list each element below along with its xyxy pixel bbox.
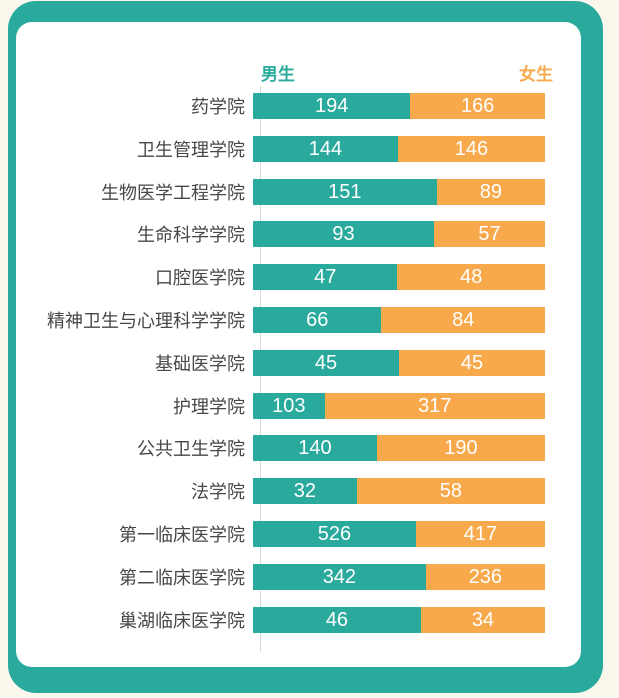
male-value: 47	[314, 266, 337, 289]
male-bar-segment: 140	[253, 435, 377, 462]
female-bar-segment: 45	[399, 349, 545, 376]
male-bar-segment: 151	[253, 178, 437, 205]
male-value: 151	[328, 180, 362, 203]
male-value: 32	[293, 480, 317, 503]
stacked-bar: 151 89	[253, 178, 545, 205]
male-bar-segment: 93	[253, 221, 435, 248]
female-bar-segment: 57	[434, 221, 545, 248]
category-label: 法学院	[191, 482, 245, 503]
chart-row: 卫生管理学院 144 146	[16, 135, 553, 162]
stacked-bar: 46 34	[253, 606, 545, 633]
female-bar-segment: 84	[381, 306, 545, 333]
legend-female-label: 女生	[519, 65, 553, 84]
stacked-bar: 32 58	[253, 478, 545, 505]
stacked-bar: 140 190	[253, 435, 545, 462]
female-value: 58	[439, 480, 463, 503]
chart-row: 护理学院 103 317	[16, 392, 553, 419]
female-value: 34	[471, 608, 495, 631]
chart-row: 公共卫生学院 140 190	[16, 435, 553, 462]
female-value: 190	[444, 437, 478, 460]
category-label: 第一临床医学院	[119, 524, 245, 545]
male-value: 46	[325, 608, 349, 631]
chart-row: 精神卫生与心理科学学院 66 84	[16, 306, 553, 333]
male-value: 342	[322, 565, 357, 588]
chart-card: 男生 女生 药学院 194 166	[16, 22, 581, 667]
chart-row: 第二临床医学院 342 236	[16, 563, 553, 590]
female-value: 89	[479, 180, 502, 203]
female-value: 417	[463, 522, 498, 545]
female-bar-segment: 166	[410, 93, 545, 119]
female-value: 48	[460, 266, 483, 289]
category-label: 护理学院	[173, 396, 245, 417]
female-value: 166	[460, 95, 495, 117]
male-bar-segment: 342	[253, 563, 426, 590]
stacked-bar: 103 317	[253, 392, 545, 419]
female-bar-segment: 417	[415, 520, 545, 547]
stacked-bar: 194 166	[253, 93, 545, 119]
female-value: 236	[468, 565, 503, 588]
chart-row: 口腔医学院 47 48	[16, 264, 553, 291]
female-value: 146	[454, 137, 489, 160]
male-bar-segment: 46	[253, 606, 421, 633]
teal-frame: 男生 女生 药学院 194 166	[8, 1, 603, 693]
category-label: 公共卫生学院	[137, 439, 245, 460]
category-label: 药学院	[191, 97, 245, 117]
category-label: 第二临床医学院	[119, 567, 245, 588]
female-value: 57	[478, 223, 501, 246]
male-bar-segment: 66	[253, 306, 382, 333]
female-bar-segment: 190	[376, 435, 545, 462]
female-bar-segment: 317	[324, 392, 545, 419]
female-value: 84	[452, 308, 475, 331]
female-value: 317	[418, 394, 452, 417]
stacked-bar: 66 84	[253, 306, 545, 333]
category-label: 生命科学学院	[137, 225, 245, 246]
category-label: 卫生管理学院	[137, 139, 245, 160]
male-value: 140	[298, 437, 332, 460]
male-value: 93	[332, 223, 355, 246]
stacked-bar: 45 45	[253, 349, 545, 376]
female-bar-segment: 236	[425, 563, 545, 590]
male-bar-segment: 194	[253, 93, 411, 119]
stacked-bar: 144 146	[253, 135, 545, 162]
stacked-bar: 342 236	[253, 563, 545, 590]
male-bar-segment: 47	[253, 264, 398, 291]
chart-row: 巢湖临床医学院 46 34	[16, 606, 553, 633]
category-label: 精神卫生与心理科学学院	[47, 310, 245, 331]
male-value: 103	[272, 394, 306, 417]
chart-row: 生命科学学院 93 57	[16, 221, 553, 248]
male-value: 45	[314, 351, 338, 374]
female-bar-segment: 58	[356, 478, 545, 505]
male-value: 66	[306, 308, 329, 331]
chart-row: 基础医学院 45 45	[16, 349, 553, 376]
legend-male-label: 男生	[261, 65, 295, 84]
chart-row: 第一临床医学院 526 417	[16, 520, 553, 547]
male-bar-segment: 32	[253, 478, 357, 505]
male-bar-segment: 45	[253, 349, 399, 376]
chart-row: 药学院 194 166	[16, 93, 553, 119]
stacked-bar: 93 57	[253, 221, 545, 248]
male-value: 194	[314, 95, 349, 117]
stacked-bar: 526 417	[253, 520, 545, 547]
female-bar-segment: 48	[397, 264, 545, 291]
chart-row: 生物医学工程学院 151 89	[16, 178, 553, 205]
female-bar-segment: 89	[436, 178, 545, 205]
legend: 男生 女生	[261, 64, 553, 86]
female-bar-segment: 34	[420, 606, 545, 633]
stacked-bar: 47 48	[253, 264, 545, 291]
male-bar-segment: 144	[253, 135, 398, 162]
male-value: 526	[317, 522, 352, 545]
male-value: 144	[308, 137, 343, 160]
male-bar-segment: 103	[253, 392, 325, 419]
category-label: 基础医学院	[155, 353, 245, 374]
female-bar-segment: 146	[397, 135, 545, 162]
male-bar-segment: 526	[253, 520, 416, 547]
chart-rows: 药学院 194 166 卫生管理学院 144	[16, 93, 553, 649]
female-value: 45	[460, 351, 484, 374]
category-label: 口腔医学院	[155, 268, 245, 289]
category-label: 生物医学工程学院	[101, 182, 245, 203]
chart-row: 法学院 32 58	[16, 478, 553, 505]
category-label: 巢湖临床医学院	[119, 610, 245, 631]
